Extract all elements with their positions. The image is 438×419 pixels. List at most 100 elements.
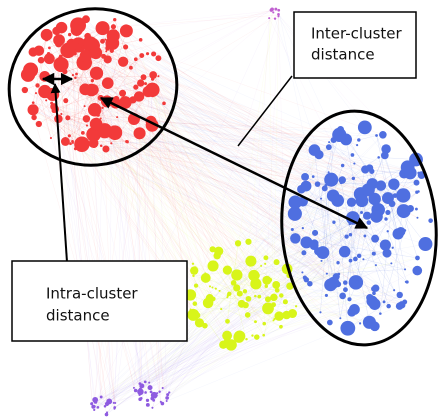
node xyxy=(80,61,85,65)
node xyxy=(60,137,70,146)
node xyxy=(40,28,53,41)
node xyxy=(74,136,90,152)
edge xyxy=(91,335,228,404)
node xyxy=(54,40,63,48)
intra-label-line: distance xyxy=(46,307,110,325)
edge xyxy=(114,195,404,408)
node xyxy=(343,280,348,285)
edge xyxy=(326,269,406,274)
node xyxy=(245,295,252,302)
edge xyxy=(60,64,95,407)
node xyxy=(71,74,75,77)
edge xyxy=(263,253,374,336)
node xyxy=(53,56,69,73)
node xyxy=(380,151,389,160)
node xyxy=(382,248,392,258)
edge xyxy=(57,66,108,404)
node xyxy=(286,282,294,290)
node xyxy=(277,12,280,16)
edge xyxy=(375,264,395,291)
node xyxy=(393,289,396,292)
edge xyxy=(263,213,296,336)
node xyxy=(375,134,378,137)
edge xyxy=(245,216,377,306)
node xyxy=(139,397,143,400)
node xyxy=(301,250,307,256)
node xyxy=(272,280,281,289)
node xyxy=(404,280,407,283)
node xyxy=(44,37,49,42)
node xyxy=(301,227,304,230)
node xyxy=(123,44,129,50)
edge xyxy=(267,262,339,309)
node xyxy=(360,211,364,214)
edge xyxy=(139,275,255,400)
node xyxy=(384,217,387,220)
node xyxy=(101,25,109,33)
edge xyxy=(205,222,369,274)
node xyxy=(151,92,154,96)
node xyxy=(38,84,52,99)
node xyxy=(21,86,29,94)
node xyxy=(74,76,77,79)
node xyxy=(390,262,393,265)
edge xyxy=(166,305,400,402)
node xyxy=(90,119,102,131)
node xyxy=(208,285,212,288)
node xyxy=(81,22,86,26)
node xyxy=(160,401,165,406)
edge xyxy=(147,265,262,406)
edge xyxy=(387,231,408,283)
edge xyxy=(97,208,411,408)
node xyxy=(262,333,266,337)
edge xyxy=(150,191,417,393)
edge xyxy=(167,314,194,395)
node xyxy=(273,17,277,20)
node xyxy=(294,305,298,308)
edge xyxy=(158,9,272,77)
node xyxy=(55,21,68,34)
node xyxy=(302,275,307,280)
edge xyxy=(94,295,229,411)
edge xyxy=(209,286,370,323)
inter-arrow xyxy=(99,96,369,230)
inter-label-line: distance xyxy=(311,46,375,64)
node xyxy=(161,386,164,390)
node xyxy=(236,290,243,297)
node xyxy=(101,106,104,109)
node xyxy=(218,289,221,292)
edge xyxy=(347,294,400,329)
node xyxy=(45,99,48,102)
node xyxy=(417,190,420,193)
edge xyxy=(102,14,279,29)
edge xyxy=(106,208,417,413)
node xyxy=(51,108,56,114)
edge xyxy=(114,19,132,68)
edge xyxy=(195,236,347,286)
edge xyxy=(95,273,327,403)
node xyxy=(113,407,116,410)
node xyxy=(300,236,313,249)
node xyxy=(309,241,319,251)
node xyxy=(271,302,276,308)
node xyxy=(99,144,103,147)
node xyxy=(194,312,201,319)
edge xyxy=(61,113,87,121)
edge xyxy=(33,9,272,103)
node xyxy=(325,144,332,151)
node xyxy=(90,78,94,83)
node xyxy=(105,411,109,414)
node xyxy=(133,127,146,140)
node xyxy=(133,57,138,62)
node xyxy=(63,98,69,104)
node xyxy=(362,258,365,261)
edge xyxy=(184,292,256,322)
node xyxy=(91,404,96,409)
node xyxy=(75,72,78,76)
edge xyxy=(197,217,353,316)
node xyxy=(320,259,323,262)
node xyxy=(339,292,346,300)
node xyxy=(301,172,310,181)
node xyxy=(117,56,129,67)
